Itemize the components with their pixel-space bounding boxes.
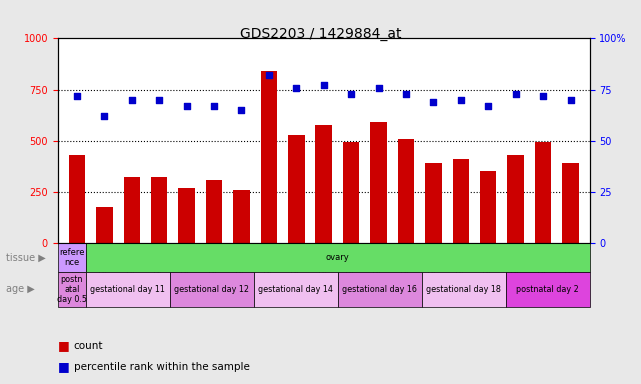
Bar <box>370 122 387 243</box>
Bar <box>398 139 414 243</box>
Point <box>538 93 548 99</box>
Text: gestational day 12: gestational day 12 <box>174 285 249 294</box>
Bar <box>425 163 442 243</box>
Bar <box>96 207 113 243</box>
Text: ■: ■ <box>58 360 69 373</box>
Point <box>510 91 520 97</box>
Point <box>483 103 494 109</box>
Bar <box>535 142 551 243</box>
Text: postnatal day 2: postnatal day 2 <box>517 285 579 294</box>
Point <box>374 84 384 91</box>
Point <box>401 91 411 97</box>
Bar <box>254 272 338 307</box>
Bar <box>343 142 360 243</box>
Bar <box>506 272 590 307</box>
Bar <box>86 272 170 307</box>
Bar <box>151 177 167 243</box>
Text: gestational day 11: gestational day 11 <box>90 285 165 294</box>
Point <box>346 91 356 97</box>
Text: ovary: ovary <box>326 253 349 262</box>
Point <box>154 97 164 103</box>
Point <box>72 93 82 99</box>
Bar <box>233 190 249 243</box>
Point <box>99 113 110 119</box>
Point <box>565 97 576 103</box>
Bar <box>288 135 304 243</box>
Point <box>127 97 137 103</box>
Text: ■: ■ <box>58 339 69 352</box>
Bar <box>124 177 140 243</box>
Text: tissue ▶: tissue ▶ <box>6 252 46 262</box>
Bar <box>58 243 86 272</box>
Point <box>456 97 466 103</box>
Bar <box>562 163 579 243</box>
Text: percentile rank within the sample: percentile rank within the sample <box>74 362 249 372</box>
Point <box>291 84 301 91</box>
Point <box>237 107 247 113</box>
Point <box>209 103 219 109</box>
Bar <box>261 71 277 243</box>
Bar <box>69 155 85 243</box>
Bar <box>178 188 195 243</box>
Bar <box>453 159 469 243</box>
Text: gestational day 16: gestational day 16 <box>342 285 417 294</box>
Bar <box>508 155 524 243</box>
Text: count: count <box>74 341 103 351</box>
Bar <box>315 126 332 243</box>
Bar <box>170 272 254 307</box>
Bar <box>206 180 222 243</box>
Bar <box>338 272 422 307</box>
Text: refere
nce: refere nce <box>59 248 85 267</box>
Point <box>319 83 329 89</box>
Point <box>263 72 274 78</box>
Text: postn
atal
day 0.5: postn atal day 0.5 <box>56 275 87 305</box>
Bar <box>422 272 506 307</box>
Point <box>181 103 192 109</box>
Text: GDS2203 / 1429884_at: GDS2203 / 1429884_at <box>240 27 401 41</box>
Bar <box>58 272 86 307</box>
Text: age ▶: age ▶ <box>6 285 35 295</box>
Bar <box>480 171 497 243</box>
Point <box>428 99 438 105</box>
Text: gestational day 18: gestational day 18 <box>426 285 501 294</box>
Text: gestational day 14: gestational day 14 <box>258 285 333 294</box>
